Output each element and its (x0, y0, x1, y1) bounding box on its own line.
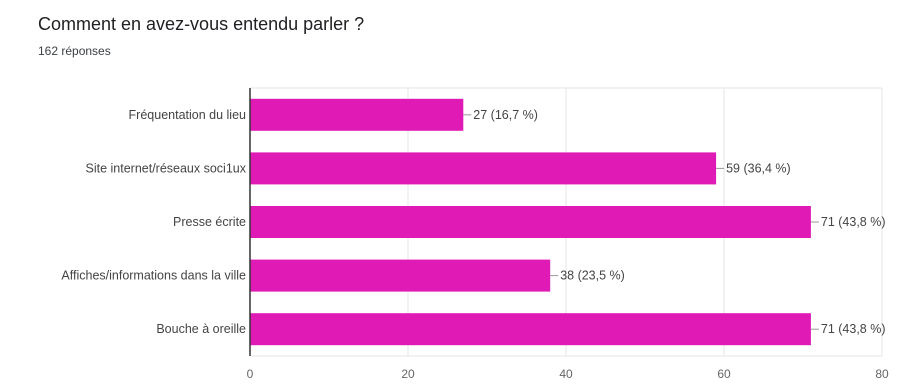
chart-title: Comment en avez-vous entendu parler ? (38, 14, 365, 34)
bar-3 (250, 206, 811, 238)
bar-4 (250, 259, 551, 292)
x-tick-label: 0 (247, 367, 254, 381)
grid-lines (250, 87, 883, 357)
response-count: 162 réponses (38, 44, 111, 58)
labels: 0 20 40 60 80 Fréquentation du lieu 27 (16,7 %… (61, 108, 889, 381)
data-label: 71 (43,8 %) (821, 322, 886, 336)
bar-5 (250, 313, 811, 346)
category-label: Presse écrite (173, 215, 246, 229)
x-tick-label: 20 (401, 367, 415, 381)
bar-1 (250, 98, 464, 131)
x-tick-label: 80 (875, 367, 889, 381)
category-label: Fréquentation du lieu (129, 108, 246, 122)
bar-2 (250, 152, 717, 185)
x-tick-label: 60 (717, 367, 731, 381)
data-label: 27 (16,7 %) (473, 108, 538, 122)
data-label: 71 (43,8 %) (821, 215, 886, 229)
data-label: 38 (23,5 %) (560, 269, 625, 283)
category-label: Affiches/informations dans la ville (61, 269, 246, 283)
bars (250, 98, 811, 346)
category-label: Site internet/réseaux soci1ux (85, 161, 246, 175)
x-tick-label: 40 (559, 367, 573, 381)
category-label: Bouche à oreille (156, 322, 246, 336)
data-label: 59 (36,4 %) (726, 161, 791, 175)
